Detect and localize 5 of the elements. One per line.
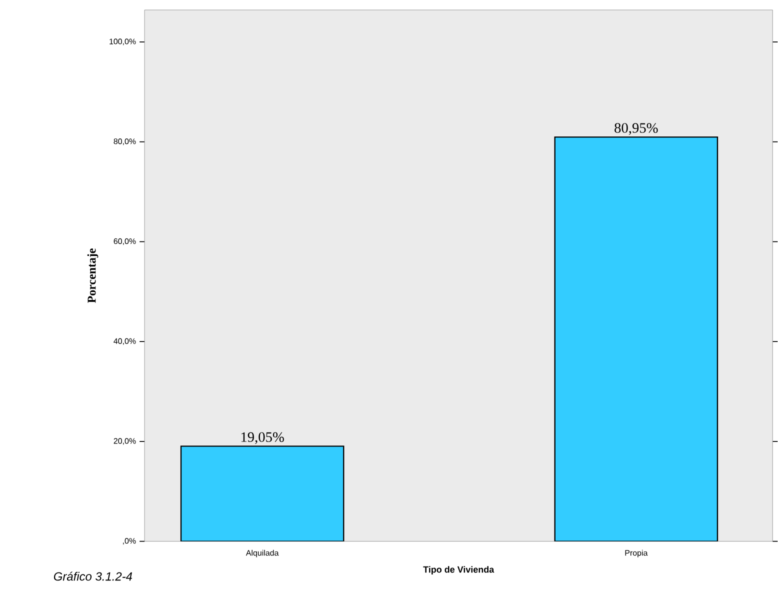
text: Gráfico 3.1.2-4 — [54, 572, 132, 581]
y-axis-title: Porcentaje — [87, 248, 98, 303]
x-axis-title: Tipo de Vivienda — [423, 566, 494, 574]
data-label: 19,05% — [241, 432, 284, 444]
data-label: 80,95% — [614, 123, 658, 135]
